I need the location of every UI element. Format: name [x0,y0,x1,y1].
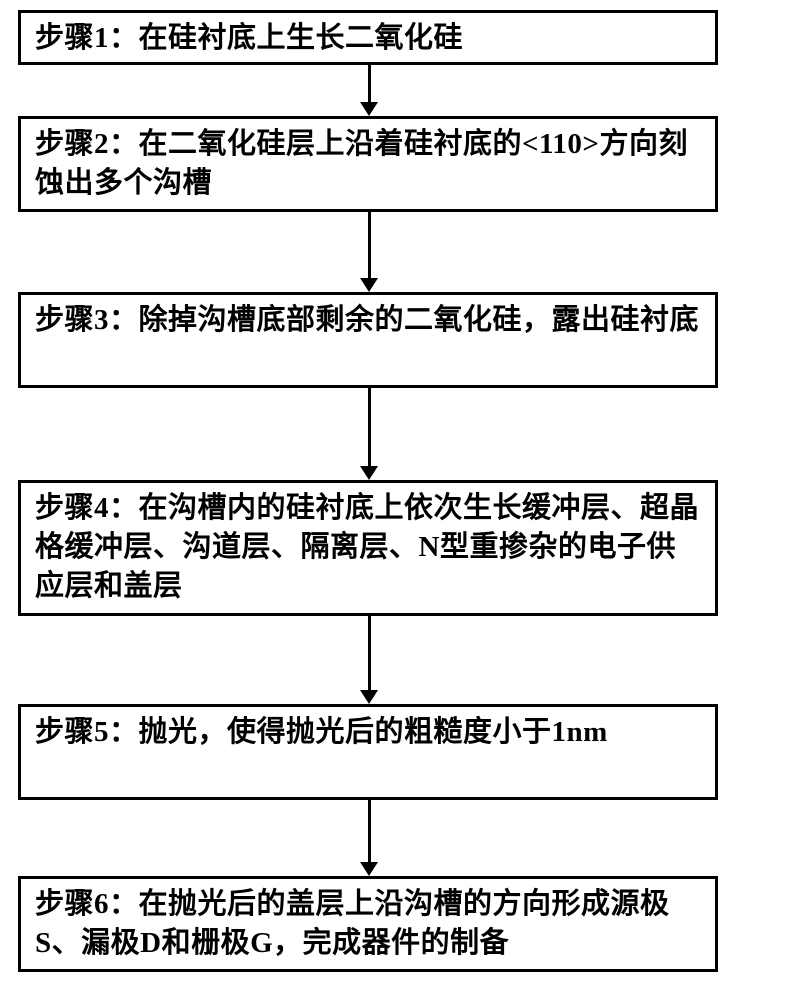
step-4-text: 步骤4：在沟槽内的硅衬底上依次生长缓冲层、超晶格缓冲层、沟道层、隔离层、N型重掺… [35,492,699,602]
step-6-text: 步骤6：在抛光后的盖层上沿沟槽的方向形成源极S、漏极D和栅极G，完成器件的制备 [35,888,670,959]
step-3-box: 步骤3：除掉沟槽底部剩余的二氧化硅，露出硅衬底 [18,292,718,388]
step-1-text: 步骤1：在硅衬底上生长二氧化硅 [35,22,463,54]
step-3-text: 步骤3：除掉沟槽底部剩余的二氧化硅，露出硅衬底 [35,304,699,336]
flowchart-canvas: 步骤1：在硅衬底上生长二氧化硅 步骤2：在二氧化硅层上沿着硅衬底的<110>方向… [0,0,796,1000]
step-2-text: 步骤2：在二氧化硅层上沿着硅衬底的<110>方向刻蚀出多个沟槽 [35,128,688,199]
step-6-box: 步骤6：在抛光后的盖层上沿沟槽的方向形成源极S、漏极D和栅极G，完成器件的制备 [18,876,718,972]
step-4-box: 步骤4：在沟槽内的硅衬底上依次生长缓冲层、超晶格缓冲层、沟道层、隔离层、N型重掺… [18,480,718,616]
step-5-text: 步骤5：抛光，使得抛光后的粗糙度小于1nm [35,716,608,748]
step-5-box: 步骤5：抛光，使得抛光后的粗糙度小于1nm [18,704,718,800]
step-2-box: 步骤2：在二氧化硅层上沿着硅衬底的<110>方向刻蚀出多个沟槽 [18,116,718,212]
step-1-box: 步骤1：在硅衬底上生长二氧化硅 [18,10,718,65]
